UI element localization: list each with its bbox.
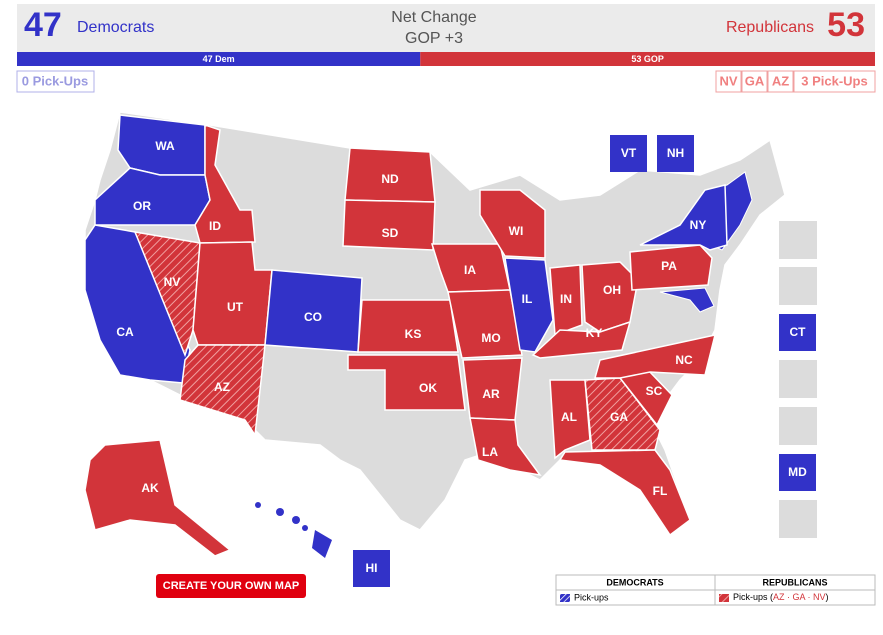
state-label: SD	[382, 226, 399, 240]
rep-label: Republicans	[726, 19, 814, 36]
state-label: OR	[133, 199, 151, 213]
create-map-text[interactable]: CREATE YOUR OWN MAP	[163, 580, 300, 592]
dem-bar	[17, 52, 421, 66]
legend-rep-note: Pick-ups (AZ · GA · NV)	[733, 592, 829, 602]
state-label: GA	[610, 410, 628, 424]
dem-pickups: 0 Pick-Ups	[22, 73, 88, 88]
state-label: NC	[675, 353, 693, 367]
dem-pickup-box	[16, 70, 95, 93]
state-label: CO	[304, 310, 322, 324]
state	[479, 189, 546, 259]
state	[84, 439, 232, 557]
state-label: UT	[227, 300, 244, 314]
net-value: GOP +3	[405, 30, 463, 47]
state	[357, 299, 459, 353]
create-map-button[interactable]	[156, 574, 306, 598]
state	[447, 289, 523, 359]
state-label: OK	[419, 381, 437, 395]
state-label: IL	[522, 292, 533, 306]
small-state-box	[779, 454, 816, 491]
state-label: AL	[561, 410, 577, 424]
header-bg	[17, 4, 875, 52]
legend-rep-swatch	[719, 594, 729, 602]
state-label: LA	[482, 445, 498, 459]
legend-dem-title: DEMOCRATS	[606, 577, 663, 587]
state-label: ND	[381, 172, 399, 186]
state	[549, 264, 583, 337]
state-label: PA	[661, 259, 677, 273]
state-label: MO	[481, 331, 500, 345]
state	[639, 184, 728, 251]
state	[594, 334, 717, 379]
pickup-state-box	[767, 70, 794, 93]
state	[629, 244, 713, 291]
small-state-label: HI	[366, 561, 378, 575]
pickup-state: GA	[745, 73, 765, 88]
legend-rep-title: REPUBLICANS	[762, 577, 827, 587]
legend-dem-swatch	[560, 594, 570, 602]
state	[347, 354, 466, 411]
empty-box	[779, 267, 817, 305]
state-label: IN	[560, 292, 572, 306]
small-state-box	[657, 135, 694, 172]
state	[558, 449, 691, 537]
state-label: WI	[509, 224, 524, 238]
small-state-box	[610, 135, 647, 172]
rep-bar-label: 53 GOP	[631, 54, 664, 64]
empty-box	[779, 221, 817, 259]
state	[504, 257, 554, 353]
pickup-state: NV	[719, 73, 737, 88]
small-state-label: NH	[667, 146, 684, 160]
state-label: WA	[155, 139, 175, 153]
hi-shapes	[255, 502, 332, 558]
rep-bar	[420, 52, 875, 66]
empty-box	[779, 500, 817, 538]
state-label: NY	[690, 218, 707, 232]
state-label: AZ	[214, 380, 230, 394]
legend-rep-states: AZ · GA · NV	[773, 592, 826, 602]
net-label: Net Change	[391, 9, 476, 26]
pickup-state-box	[715, 70, 742, 93]
rep-pickups: 3 Pick-Ups	[801, 73, 867, 88]
state-label: AR	[482, 387, 500, 401]
small-state-label: MD	[788, 465, 807, 479]
state-label: FL	[653, 484, 668, 498]
dem-count: 47	[24, 6, 62, 44]
state-label: IA	[464, 263, 476, 277]
state-label: KY	[586, 326, 603, 340]
state-label: AK	[141, 481, 159, 495]
small-state-label: CT	[790, 325, 807, 339]
rep-pickup-box	[793, 70, 876, 93]
small-state-box	[353, 550, 390, 587]
state-label: SC	[646, 384, 663, 398]
dem-bar-label: 47 Dem	[203, 54, 235, 64]
small-state-box	[779, 314, 816, 351]
state	[194, 123, 256, 244]
dem-label: Democrats	[77, 19, 154, 36]
small-state-label: VT	[621, 146, 637, 160]
state-label: OH	[603, 283, 621, 297]
empty-box	[779, 407, 817, 445]
state	[469, 417, 542, 477]
state-label: CA	[116, 325, 134, 339]
empty-box	[779, 360, 817, 398]
legend-rep-text: Pick-ups (	[733, 592, 773, 602]
state-label: KS	[405, 327, 422, 341]
state	[531, 320, 632, 359]
legend-dem-note: Pick-ups	[574, 592, 609, 602]
state-label: ID	[209, 219, 221, 233]
legend-rep-close: )	[826, 592, 829, 602]
pickup-state-box	[741, 70, 768, 93]
md-shape	[659, 287, 715, 313]
pickup-state: AZ	[772, 73, 789, 88]
rep-count: 53	[827, 6, 865, 44]
state	[549, 379, 591, 460]
state	[342, 199, 436, 251]
state-label: NV	[164, 275, 181, 289]
